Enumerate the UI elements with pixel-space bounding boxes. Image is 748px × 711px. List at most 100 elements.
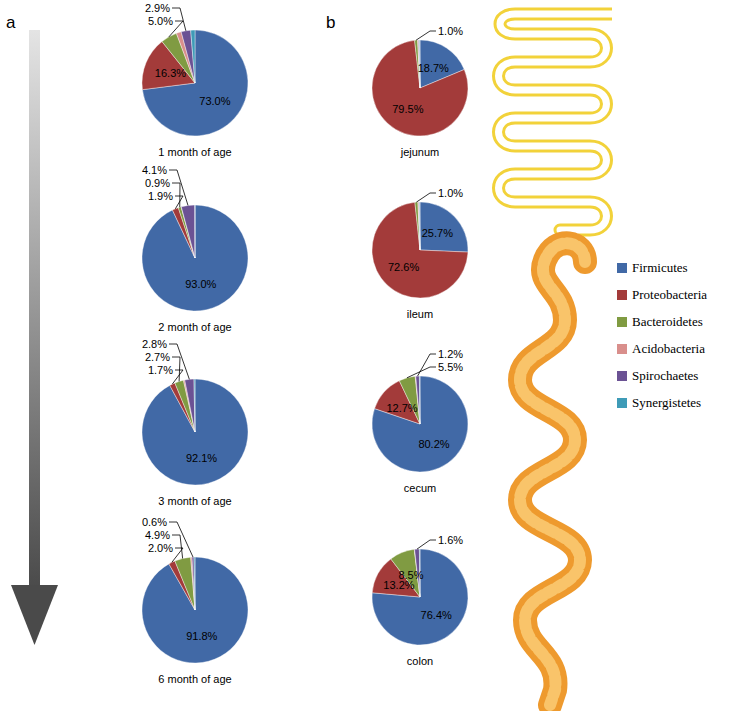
data-label: 8.5% [398,569,423,581]
pie-slice [191,30,195,83]
pie-slice [420,202,468,252]
pie-slice [415,202,420,250]
time-arrow-head [11,585,58,645]
pie-chart [372,549,468,645]
small-intestine-inner [499,14,613,265]
pie-chart [372,40,468,136]
data-label: 1.0% [438,187,463,199]
intestine-illustration [499,14,613,705]
panel-label: a [6,13,16,32]
large-intestine-inner [520,243,585,705]
pie-slice [185,379,195,432]
data-label: 1.6% [438,534,463,546]
data-label: 25.7% [422,227,453,239]
data-label: 93.0% [185,278,216,290]
legend-label: Spirochaetes [632,368,698,383]
pie-slice [142,379,248,485]
data-label: 73.0% [199,95,230,107]
data-label: 76.4% [421,609,452,621]
pie-caption: 1 month of age [158,146,231,158]
legend-label: Bacteroidetes [632,314,703,329]
pie-slice [191,557,195,610]
pie-chart [372,202,468,298]
data-label: 12.7% [386,402,417,414]
pie-slice [192,557,195,610]
pie-slice [399,376,420,424]
pie-slice [419,202,420,250]
data-label: 4.1% [142,164,167,176]
pie-slice [175,557,195,610]
data-label: 1.9% [148,190,173,202]
leader-line [416,193,436,202]
legend-swatch [617,263,627,273]
data-label: 18.7% [418,62,449,74]
data-label: 72.6% [388,261,419,273]
pie-caption: 6 month of age [158,673,231,685]
legend-swatch [617,344,627,354]
leader-line [172,183,180,207]
data-label: 4.9% [145,529,170,541]
pie-slice [194,379,196,432]
pie-slice [419,202,421,250]
time-arrow [29,30,40,590]
pie-slice [419,376,421,424]
pie-chart [142,557,248,663]
legend-swatch [617,317,627,327]
leader-line [172,535,183,558]
data-label: 1.7% [148,364,173,376]
pie-caption: 2 month of age [158,321,231,333]
pie-slice [372,202,468,298]
leader-line [175,196,183,209]
data-label: 5.0% [148,15,173,27]
figure: a b 73.0% 16.3% 5.0%2.9% 1 month of age 93.0% 1… [0,0,748,711]
pie-slice [181,205,195,258]
pie-chart [142,379,248,485]
pie-chart [142,205,248,311]
data-label: 0.6% [142,516,167,528]
pie-caption: ileum [407,308,433,320]
leader-line [172,8,186,31]
pie-slice [372,376,468,472]
data-label: 2.9% [145,2,170,14]
leader-line [417,540,436,549]
pie-slice [372,40,468,136]
legend-swatch [617,371,627,381]
pie-chart [372,376,468,472]
data-label: 1.0% [438,25,463,37]
legend-swatch [617,398,627,408]
large-intestine [520,243,585,705]
data-label: 2.7% [145,351,170,363]
pie-slice [183,380,195,432]
leader-line [172,357,180,381]
data-label: 16.3% [155,67,186,79]
data-label: 5.5% [438,361,463,373]
leader-line [169,170,188,205]
legend-label: Proteobacteria [632,287,707,302]
pie-slice [416,376,420,424]
small-intestine [499,14,613,265]
pie-slice [142,557,248,663]
legend: FirmicutesProteobacteriaBacteroidetesAci… [617,260,707,410]
pie-caption: 3 month of age [158,495,231,507]
pie-slice [418,202,420,250]
data-label: 91.8% [186,630,217,642]
pie-slice [142,205,248,311]
data-label: 1.2% [438,348,463,360]
pie-slice [142,30,248,136]
leader-line [418,354,436,376]
leader-line [416,31,436,40]
pie-slice [194,557,196,610]
data-label: 80.2% [418,438,449,450]
data-label: 79.5% [392,103,423,115]
data-label: 13.2% [383,579,414,591]
panel-label: b [326,13,335,32]
legend-swatch [617,290,627,300]
legend-label: Synergistetes [632,395,701,410]
pie-slice [194,205,195,258]
leader-line [172,370,183,384]
pie-caption: jejunum [400,146,440,158]
pie-caption: colon [407,655,433,667]
leader-line [169,522,193,557]
data-label: 2.0% [148,542,173,554]
leader-line [169,344,189,379]
